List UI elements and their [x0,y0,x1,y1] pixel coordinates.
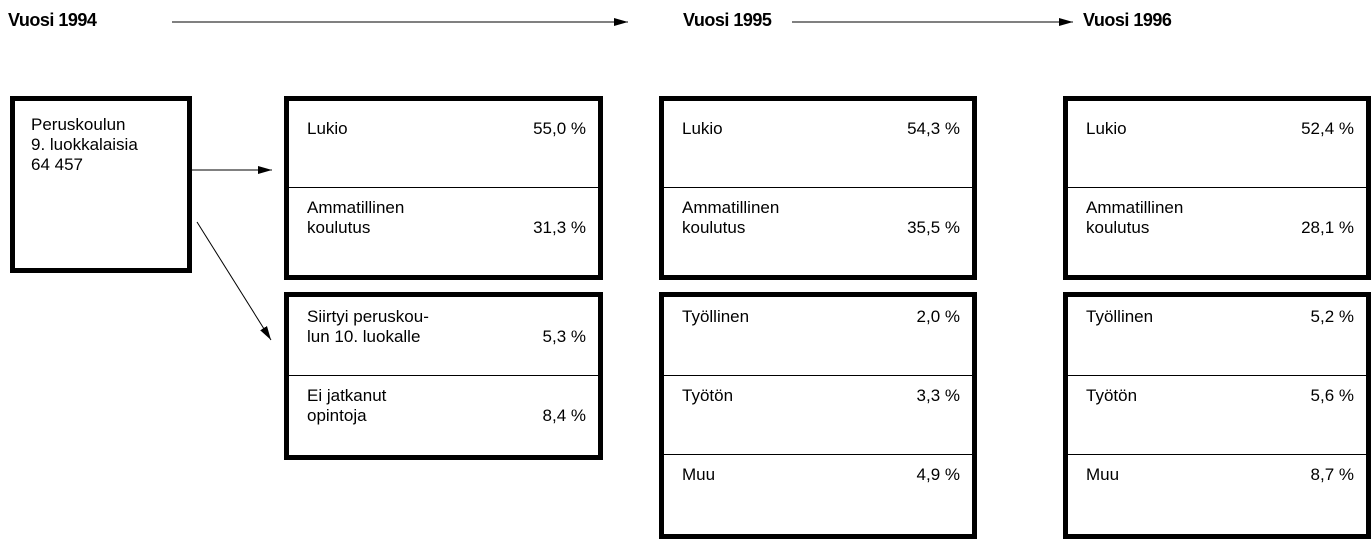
item-label: Ei jatkanut opintoja [307,386,386,455]
label-line: opintoja [307,406,367,425]
category-item: Lukio 55,0 % [289,101,598,188]
item-value: 8,7 % [1310,465,1354,484]
label-line: Lukio [307,119,348,138]
category-item: Työllinen 5,2 % [1068,297,1366,376]
label-line: Ammatillinen [1086,198,1184,217]
item-value: 4,9 % [916,465,960,484]
item-value: 5,2 % [1310,307,1354,326]
item-label: Työllinen [1086,307,1153,375]
item-value: 5,3 % [542,327,586,346]
start-line: 9. luokkalaisia [31,135,138,154]
label-line: Työtön [1086,386,1138,405]
item-value: 55,0 % [533,119,586,138]
label-line: Ammatillinen [682,198,780,217]
label-line: lun 10. luokalle [307,327,421,346]
item-value: 35,5 % [907,218,960,237]
item-value: 31,3 % [533,218,586,237]
category-item: Ammatillinen koulutus 35,5 % [664,188,972,275]
item-value: 5,6 % [1310,386,1354,405]
category-item: Ei jatkanut opintoja 8,4 % [289,376,598,455]
label-line: Muu [1086,465,1120,484]
label-line: koulutus [1086,218,1150,237]
label-line: Muu [682,465,716,484]
item-label: Muu [682,465,715,534]
item-label: Lukio [682,119,723,187]
category-item: Ammatillinen koulutus 31,3 % [289,188,598,275]
category-item: Työtön 3,3 % [664,376,972,455]
label-line: Työllinen [682,307,750,326]
item-label: Ammatillinen koulutus [682,198,779,275]
category-box: Työllinen 2,0 % Työtön 3,3 % Muu 4,9 % [659,292,977,539]
category-item: Lukio 54,3 % [664,101,972,188]
item-label: Lukio [307,119,348,187]
label-line: Työtön [682,386,734,405]
item-label: Lukio [1086,119,1127,187]
start-box: Peruskoulun 9. luokkalaisia 64 457 [10,96,192,273]
start-line: 64 457 [31,155,83,174]
category-box: Työllinen 5,2 % Työtön 5,6 % Muu 8,7 % [1063,292,1371,539]
item-value: 3,3 % [916,386,960,405]
item-label: Työllinen [682,307,749,375]
year-header: Vuosi 1994 [8,10,97,30]
arrows [172,18,1073,341]
start-line: Peruskoulun [31,115,126,134]
year-header: Vuosi 1995 [683,10,772,30]
year-header: Vuosi 1996 [1083,10,1172,30]
category-box: Lukio 55,0 % Ammatillinen koulutus 31,3 % [284,96,603,280]
item-value: 28,1 % [1301,218,1354,237]
label-line: Ammatillinen [307,198,405,217]
category-item: Lukio 52,4 % [1068,101,1366,188]
item-label: Työtön [682,386,733,454]
category-item: Työllinen 2,0 % [664,297,972,376]
item-value: 54,3 % [907,119,960,138]
category-item: Työtön 5,6 % [1068,376,1366,455]
category-item: Ammatillinen koulutus 28,1 % [1068,188,1366,275]
flow-arrow [196,221,272,341]
category-item: Muu 4,9 % [664,455,972,534]
label-line: koulutus [307,218,371,237]
label-line: Lukio [1086,119,1127,138]
category-item: Muu 8,7 % [1068,455,1366,534]
label-line: Ei jatkanut [307,386,387,405]
item-label: Ammatillinen koulutus [307,198,404,275]
category-box: Lukio 52,4 % Ammatillinen koulutus 28,1 % [1063,96,1371,280]
item-value: 2,0 % [916,307,960,326]
item-label: Muu [1086,465,1119,534]
item-label: Siirtyi peruskou-lun 10. luokalle [307,307,429,375]
label-line: Siirtyi peruskou- [307,307,429,326]
category-item: Siirtyi peruskou-lun 10. luokalle 5,3 % [289,297,598,376]
label-line: Työllinen [1086,307,1154,326]
label-line: koulutus [682,218,746,237]
label-line: Lukio [682,119,723,138]
item-value: 8,4 % [542,406,586,425]
item-value: 52,4 % [1301,119,1354,138]
item-label: Ammatillinen koulutus [1086,198,1183,275]
category-box: Lukio 54,3 % Ammatillinen koulutus 35,5 % [659,96,977,280]
page: {"headers": ["Vuosi 1994", "Vuosi 1995",… [8,10,1371,539]
item-label: Työtön [1086,386,1137,454]
category-box: Siirtyi peruskou-lun 10. luokalle 5,3 % Ei… [284,292,603,460]
